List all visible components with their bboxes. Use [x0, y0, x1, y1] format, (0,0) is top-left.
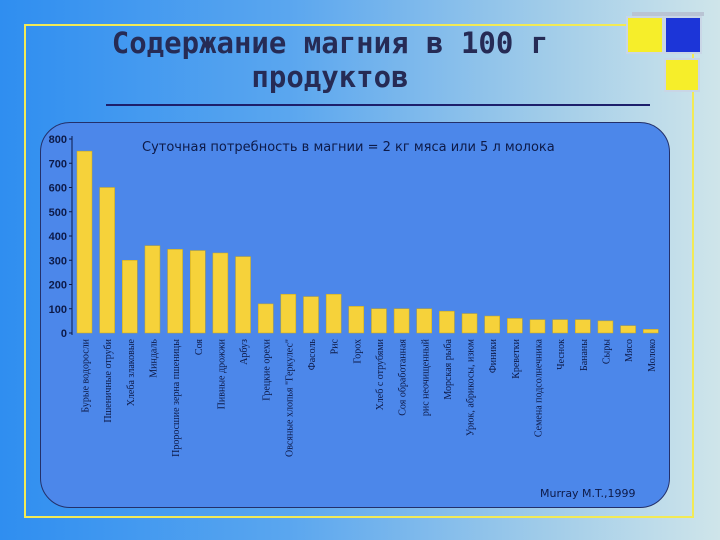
- x-tick-label: Миндаль: [148, 339, 159, 378]
- x-tick-label: Проросшие зерна пшеницы: [171, 339, 182, 457]
- bar: [99, 187, 115, 334]
- x-tick-label: Бурые водоросли: [81, 338, 92, 412]
- bar: [416, 308, 432, 334]
- decor-square-blue: [664, 16, 702, 54]
- x-tick-label: Морская рыба: [443, 338, 454, 399]
- x-tick-label: Урюк, абрикосы, изюм: [466, 338, 477, 436]
- bar: [529, 319, 546, 334]
- x-tick-label: Сыры: [601, 339, 612, 364]
- bar: [597, 320, 614, 334]
- title-line-2: продуктов: [251, 60, 409, 94]
- title-line-1: Содержание магния в 100 г: [111, 26, 549, 60]
- x-tick-label: Хлеб с отрубями: [375, 338, 386, 410]
- x-tick-label: Горох: [352, 339, 363, 364]
- bar: [122, 260, 138, 334]
- x-tick-label: Финики: [488, 338, 499, 373]
- bar: [212, 252, 229, 334]
- bar: [144, 245, 161, 334]
- x-tick-label: Мясо: [624, 339, 635, 362]
- x-tick-label: Грецкие орехи: [262, 338, 273, 400]
- bar: [393, 308, 410, 334]
- bar: [325, 293, 342, 334]
- y-tick-label: 300: [49, 255, 67, 267]
- x-tick-label: Арбуз: [239, 339, 250, 365]
- bar: [552, 319, 568, 334]
- x-tick-label: Соя: [194, 339, 205, 355]
- x-tick-label: Чеснок: [556, 339, 567, 370]
- x-tick-label: Овсяные хлопья "Геркулес": [284, 339, 295, 457]
- decor-square-yellow: [626, 16, 664, 54]
- y-tick-label: 400: [49, 231, 67, 243]
- x-tick-label: Молоко: [647, 339, 658, 372]
- bar: [461, 313, 478, 334]
- bar: [167, 249, 183, 334]
- x-tick-label: Пивные дрожжи: [216, 338, 227, 409]
- bar: [439, 310, 455, 334]
- bar: [371, 308, 387, 334]
- y-tick-label: 800: [49, 134, 67, 146]
- x-tick-label: Рис: [330, 338, 341, 354]
- decor-bar: [632, 12, 704, 16]
- x-tick-label: рис неочищенный: [420, 338, 431, 416]
- x-tick-label: Пшеничные отруби: [103, 338, 114, 422]
- y-tick-label: 200: [49, 280, 67, 292]
- bar: [620, 325, 636, 334]
- bar: [280, 293, 297, 334]
- y-tick-label: 0: [61, 328, 67, 340]
- slide-title: Содержание магния в 100 г продуктов: [100, 26, 560, 94]
- bar: [484, 315, 500, 334]
- bar: [575, 319, 591, 334]
- x-tick-label: Фасоль: [307, 339, 318, 371]
- slide-frame: [24, 24, 694, 518]
- x-tick-label: Семена подсолнечника: [534, 338, 545, 437]
- bar: [303, 296, 319, 334]
- x-tick-label: Соя обработанная: [398, 339, 409, 416]
- y-tick-label: 600: [49, 183, 67, 195]
- y-tick-label: 100: [49, 304, 67, 316]
- y-tick-label: 500: [49, 207, 67, 219]
- x-tick-label: Бананы: [579, 339, 590, 371]
- x-tick-label: Хлеба злаковые: [126, 338, 137, 406]
- magnesium-requirement-note: Суточная потребность в магнии = 2 кг мяс…: [142, 140, 555, 155]
- bar: [257, 303, 274, 334]
- title-underline: [106, 104, 650, 106]
- bar: [643, 329, 659, 334]
- bar: [348, 306, 365, 334]
- y-tick-label: 700: [49, 158, 67, 170]
- bar: [190, 250, 206, 334]
- bar: [76, 150, 93, 334]
- source-citation: Murray M.T.,1999: [540, 487, 636, 500]
- decor-square-yellow-lower: [664, 58, 700, 92]
- bar: [507, 318, 523, 334]
- bar: [235, 256, 251, 334]
- x-tick-label: Креветки: [511, 338, 522, 378]
